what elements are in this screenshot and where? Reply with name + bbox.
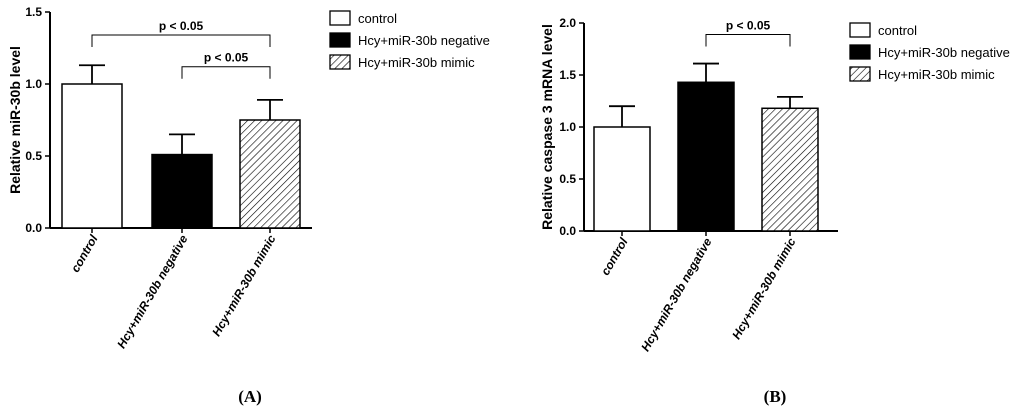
y-tick-label: 0.0: [559, 224, 576, 238]
legend-swatch: [329, 32, 351, 48]
category-label: Hcy+miR-30b negative: [638, 235, 714, 353]
y-tick-label: 1.0: [559, 120, 576, 134]
legend-swatch: [849, 22, 871, 38]
legend-label: control: [878, 23, 917, 38]
y-axis-title: Relative caspase 3 mRNA level: [539, 24, 555, 230]
bar: [761, 107, 819, 232]
legend-label: Hcy+miR-30b mimic: [878, 67, 995, 82]
y-tick-label: 1.5: [25, 5, 42, 19]
significance-label: p < 0.05: [204, 51, 249, 65]
legend-label: Hcy+miR-30b negative: [878, 45, 1010, 60]
y-tick-label: 0.5: [25, 149, 42, 163]
bar: [239, 119, 301, 229]
category-label: control: [68, 232, 101, 275]
legend-label: Hcy+miR-30b mimic: [358, 55, 475, 70]
legend-swatch: [329, 10, 351, 26]
legend-swatch: [849, 66, 871, 82]
chart-panel-a: 0.0 0.5 1.0 1.5 Relative miR-30b level contro…: [7, 5, 490, 406]
panel-label: (A): [238, 387, 262, 406]
legend-label: control: [358, 11, 397, 26]
y-tick-label: 2.0: [559, 16, 576, 30]
category-label: Hcy+miR-30b negative: [114, 232, 190, 350]
significance-bracket: [181, 66, 271, 79]
y-tick-label: 1.5: [559, 68, 576, 82]
bar: [677, 81, 735, 232]
legend-label: Hcy+miR-30b negative: [358, 33, 490, 48]
bar: [151, 153, 213, 229]
significance-bracket: [705, 33, 791, 47]
category-label: Hcy+miR-30b mimic: [729, 235, 798, 341]
bar: [593, 126, 651, 232]
y-tick-label: 0.0: [25, 221, 42, 235]
y-tick-label: 1.0: [25, 77, 42, 91]
bar: [61, 83, 123, 229]
significance-label: p < 0.05: [159, 19, 204, 33]
chart-panel-b: 0.0 0.5 1.0 1.5 2.0 Relative caspase 3 mRNA l…: [539, 16, 1010, 406]
significance-label: p < 0.05: [726, 18, 771, 32]
category-label: Hcy+miR-30b mimic: [209, 232, 278, 338]
y-tick-label: 0.5: [559, 172, 576, 186]
y-axis-title: Relative miR-30b level: [7, 46, 23, 194]
significance-bracket: [91, 34, 271, 48]
category-label: control: [598, 235, 631, 278]
panel-label: (B): [764, 387, 787, 406]
legend-swatch: [849, 44, 871, 60]
legend-swatch: [329, 54, 351, 70]
